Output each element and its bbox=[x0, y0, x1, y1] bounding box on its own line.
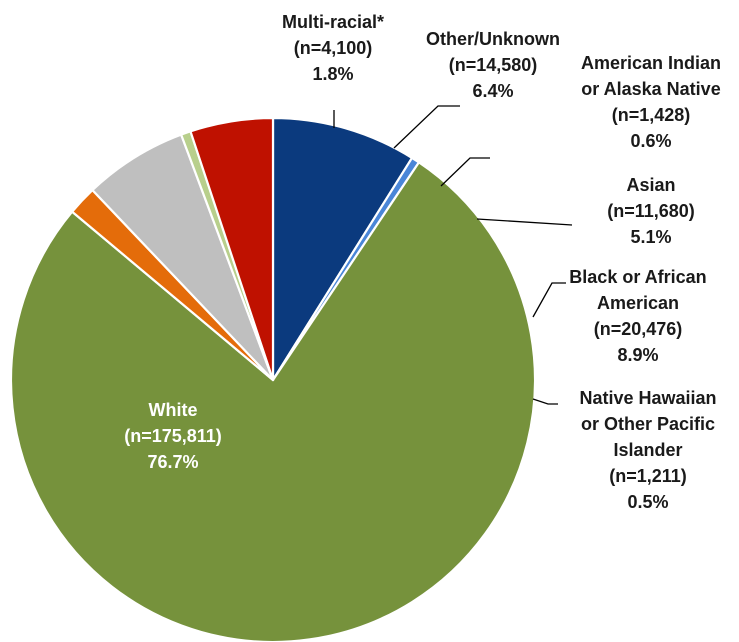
slice-labels: Black or African American (n=20,476) 8.9% Na… bbox=[124, 12, 721, 512]
slice-label-line: American Indian bbox=[581, 53, 721, 73]
slice-label-line: 0.6% bbox=[630, 131, 671, 151]
pie-slice-asian bbox=[189, 116, 275, 382]
slice-label-line: White bbox=[149, 400, 198, 420]
slice-label: American Indian or Alaska Native (n=1,428)… bbox=[581, 53, 721, 151]
slice-label-line: (n=1,428) bbox=[612, 105, 691, 125]
slice-label-line: Black or African bbox=[569, 267, 706, 287]
slice-label: Other/Unknown (n=14,580) 6.4% bbox=[426, 29, 560, 101]
pie-slices bbox=[9, 116, 537, 642]
slice-label-line: (n=4,100) bbox=[294, 38, 373, 58]
pie-slice-black-or-african-american bbox=[271, 116, 414, 382]
slice-label-line: 6.4% bbox=[472, 81, 513, 101]
slice-label-line: 76.7% bbox=[147, 452, 198, 472]
leader-line bbox=[532, 282, 566, 318]
leader-line bbox=[476, 218, 573, 226]
slice-label-line: Multi-racial* bbox=[282, 12, 384, 32]
slice-label: White (n=175,811) 76.7% bbox=[124, 400, 222, 472]
slice-label-line: (n=11,680) bbox=[607, 201, 695, 221]
pie-slice-white bbox=[9, 161, 537, 642]
leader-lines bbox=[333, 105, 573, 405]
slice-label: Asian (n=11,680) 5.1% bbox=[607, 175, 695, 247]
slice-label-line: 1.8% bbox=[312, 64, 353, 84]
slice-label: Multi-racial* (n=4,100) 1.8% bbox=[282, 12, 384, 84]
slice-label-line: (n=20,476) bbox=[594, 319, 683, 339]
slice-label-line: American bbox=[597, 293, 679, 313]
slice-label-line: Asian bbox=[626, 175, 675, 195]
slice-label-line: (n=14,580) bbox=[449, 55, 538, 75]
slice-label-line: or Other Pacific bbox=[581, 414, 715, 434]
slice-label-line: Other/Unknown bbox=[426, 29, 560, 49]
slice-label-line: (n=175,811) bbox=[124, 426, 222, 446]
slice-label-line: Native Hawaiian bbox=[579, 388, 716, 408]
leader-line bbox=[393, 105, 460, 149]
slice-label-line: (n=1,211) bbox=[609, 466, 687, 486]
slice-label-line: Islander bbox=[613, 440, 682, 460]
slice-label-line: 5.1% bbox=[630, 227, 671, 247]
slice-label-line: 8.9% bbox=[617, 345, 658, 365]
slice-label-line: or Alaska Native bbox=[581, 79, 720, 99]
leader-line bbox=[440, 157, 490, 187]
slice-label: Black or African American (n=20,476) 8.9% bbox=[569, 267, 706, 365]
slice-label-line: 0.5% bbox=[627, 492, 668, 512]
slice-label: Native Hawaiian or Other Pacific Islander (… bbox=[579, 388, 716, 512]
leader-line bbox=[532, 398, 558, 405]
